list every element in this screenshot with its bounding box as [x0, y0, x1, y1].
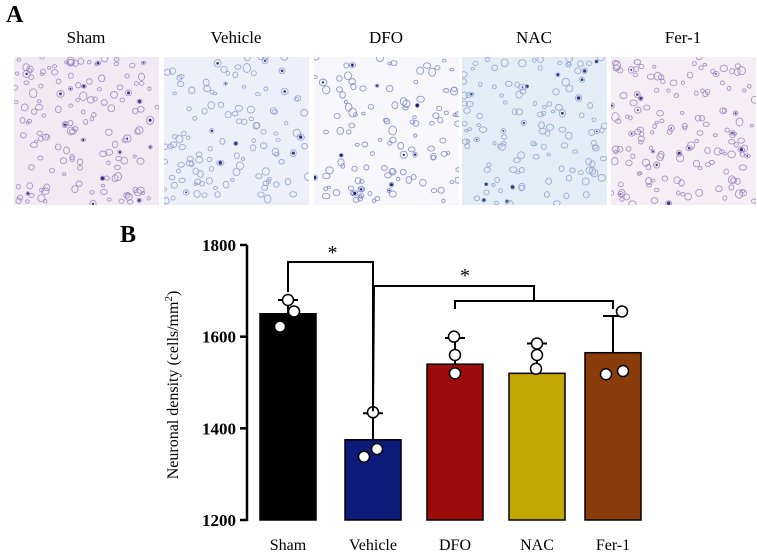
- data-point: [357, 450, 371, 463]
- y-tick-label: 1600: [202, 328, 236, 347]
- y-axis-label-close: ): [165, 291, 182, 296]
- micrograph-sham: [14, 57, 159, 205]
- y-axis-label-sup: 2: [163, 296, 175, 302]
- micrograph-vehicle: [164, 57, 309, 205]
- y-tick-label: 1800: [202, 236, 236, 255]
- data-point: [615, 305, 629, 318]
- data-point: [530, 337, 544, 350]
- data-point: [447, 330, 461, 343]
- x-tick-label: DFO: [439, 537, 471, 553]
- data-point: [273, 320, 287, 333]
- data-point: [287, 305, 301, 318]
- y-axis-label: Neuronal density (cells/mm2): [163, 291, 182, 480]
- y-axis: 1200 1400 1600 1800: [202, 236, 249, 530]
- data-point: [448, 348, 462, 362]
- significance-star-1: *: [328, 242, 338, 264]
- panel-label-b: B: [120, 222, 137, 248]
- micrograph-fer-1: [611, 57, 756, 205]
- micrograph-label-sham: Sham: [66, 28, 106, 47]
- y-axis-label-text: Neuronal density (cells/mm: [165, 301, 182, 479]
- data-point: [448, 367, 462, 380]
- micrograph-label-dfo: DFO: [368, 28, 403, 47]
- bar-sham: [259, 313, 317, 521]
- micrograph-label-vehicle: Vehicle: [210, 28, 262, 47]
- significance-bracket-2: [372, 285, 535, 412]
- x-tick-label: NAC: [520, 537, 554, 553]
- micrograph-label-nac: NAC: [516, 28, 552, 47]
- significance-bracket-2-group: [454, 300, 614, 309]
- data-point: [530, 348, 544, 362]
- bar-dfo: [426, 363, 484, 521]
- data-point: [529, 362, 543, 375]
- data-point: [616, 364, 630, 378]
- micrograph-label-fer-1: Fer-1: [664, 28, 702, 47]
- y-tick-label: 1400: [202, 419, 236, 438]
- micrograph-nac: [462, 57, 607, 205]
- x-tick-label: Fer-1: [596, 537, 630, 553]
- bar-fer-1: [584, 351, 642, 521]
- micrograph-dfo: [314, 57, 459, 205]
- x-tick-label: Vehicle: [349, 537, 397, 553]
- y-tick-label: 1200: [202, 511, 236, 530]
- data-point: [370, 442, 384, 456]
- data-point: [281, 293, 295, 307]
- bars: [259, 293, 642, 521]
- x-axis-tick-labels: Sham Vehicle DFO NAC Fer-1: [270, 537, 630, 553]
- x-tick-label: Sham: [270, 537, 307, 553]
- bar-nac: [508, 372, 566, 521]
- significance-brackets: **: [287, 242, 614, 412]
- panel-label-a: A: [6, 2, 24, 28]
- data-point: [599, 368, 613, 381]
- significance-star-2: *: [460, 265, 470, 287]
